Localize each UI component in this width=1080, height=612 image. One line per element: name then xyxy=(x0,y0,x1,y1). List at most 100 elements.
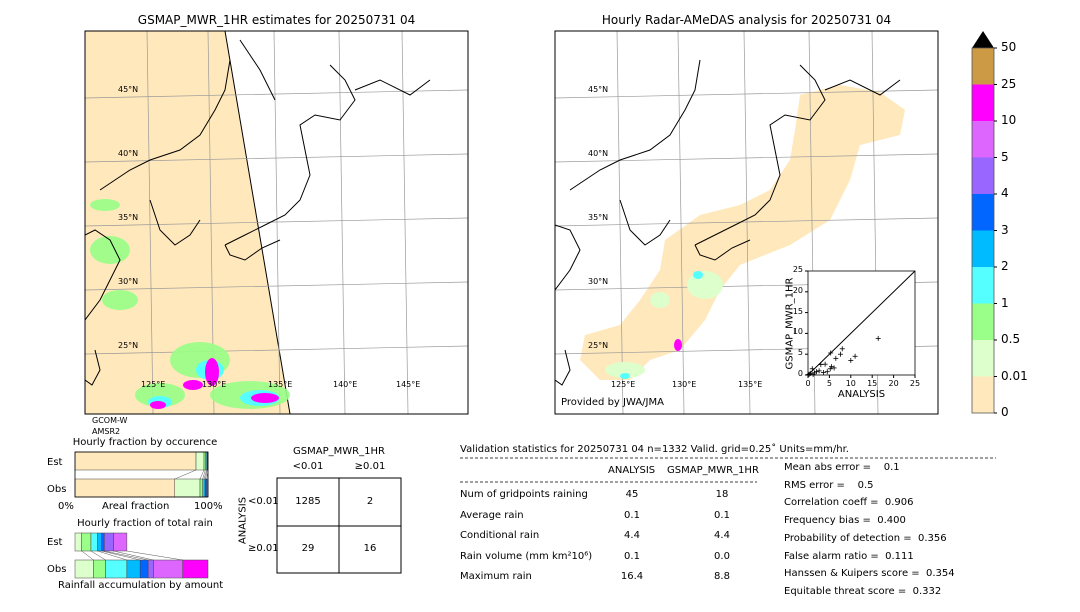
score-line: Mean abs error = 0.1 xyxy=(784,462,900,473)
diagonal-line xyxy=(807,270,916,376)
row-label-ge: ≥0.01 xyxy=(248,543,279,554)
scatter-ytick-label: 25 xyxy=(792,265,803,274)
lon-gridline xyxy=(743,31,751,414)
colorbar-segment xyxy=(972,194,994,231)
cell-01: 2 xyxy=(366,496,374,507)
lat-label: 40°N xyxy=(118,149,139,158)
lat-gridline xyxy=(85,281,468,291)
colorbar xyxy=(971,31,997,414)
scatter-point xyxy=(875,335,881,341)
right-map-frame xyxy=(554,30,939,415)
stats-gsmap-value: 0.0 xyxy=(714,550,730,562)
stats-gsmap-value: 0.1 xyxy=(714,509,730,521)
lon-label: 125°E xyxy=(611,380,636,389)
rain-bar-obs xyxy=(126,559,141,579)
stats-header: Validation statistics for 20250731 04 n=… xyxy=(460,444,849,455)
lon-gridline xyxy=(146,31,154,414)
stats-analysis-value: 0.1 xyxy=(624,509,640,521)
stats-analysis-value: 0.1 xyxy=(624,550,640,562)
score-line: Correlation coeff = 0.906 xyxy=(784,497,914,509)
lon-gridline xyxy=(616,31,624,414)
fraction-bars xyxy=(74,451,209,579)
lon-gridline xyxy=(273,31,281,414)
occurrence-bar-est xyxy=(195,451,205,471)
scatter-xtick-label: 25 xyxy=(909,379,921,388)
scatter-point xyxy=(833,355,839,361)
colorbar-segment xyxy=(972,376,994,413)
occ-est-label: Est xyxy=(47,457,63,468)
occurrence-bar-obs xyxy=(74,478,175,498)
colorbar-extend-arrow xyxy=(972,31,994,48)
rain-fraction-title: Hourly fraction of total rain xyxy=(77,518,213,529)
rain-bar-est xyxy=(81,532,92,552)
occurrence-bar-obs xyxy=(174,478,201,498)
scatter-point xyxy=(838,351,844,357)
occurrence-bar-obs xyxy=(199,478,203,498)
lon-label: 130°E xyxy=(202,380,227,389)
lat-label: 35°N xyxy=(118,213,139,222)
scatter-xtick-label: 20 xyxy=(888,379,899,388)
sensor-line2: AMSR2 xyxy=(92,427,121,436)
lat-gridline xyxy=(555,217,938,227)
rain-bar-obs xyxy=(182,559,209,579)
sensor-line1: GCOM-W xyxy=(92,416,128,425)
scatter-point xyxy=(818,362,824,368)
cell-10: 29 xyxy=(301,543,315,554)
rain-bar-obs xyxy=(139,559,149,579)
colorbar-segment xyxy=(972,303,994,340)
lat-gridline xyxy=(555,89,938,99)
swath-coverage xyxy=(85,31,290,414)
left-map-title: GSMAP_MWR_1HR estimates for 20250731 04 xyxy=(137,13,416,27)
scatter-point xyxy=(831,365,837,371)
stats-col-analysis: ANALYSIS xyxy=(608,465,656,476)
contingency-table xyxy=(276,477,402,574)
occ-xtick-left: 0% xyxy=(58,501,74,512)
row-label-lt: <0.01 xyxy=(248,496,279,507)
rain-bar-obs xyxy=(147,559,154,579)
lat-label: 30°N xyxy=(118,277,139,286)
colorbar-label: 1 xyxy=(1001,295,1009,310)
lat-label: 25°N xyxy=(118,341,139,350)
score-line: Frequency bias = 0.400 xyxy=(784,515,906,527)
colorbar-label: 2 xyxy=(1001,259,1009,273)
rain-bar-est xyxy=(97,532,102,552)
stats-analysis-value: 16.4 xyxy=(620,571,644,582)
stats-gsmap-value: 4.4 xyxy=(714,530,730,541)
scatter-point xyxy=(810,372,816,378)
score-line: Probability of detection = 0.356 xyxy=(784,532,947,544)
colorbar-label: 5 xyxy=(1001,149,1009,164)
lat-label: 35°N xyxy=(588,213,609,222)
lon-label: 145°E xyxy=(396,380,421,389)
lon-gridline xyxy=(338,31,346,414)
colorbar-segment xyxy=(972,121,994,158)
scatter-point xyxy=(805,372,811,378)
stats-gsmap-value: 8.8 xyxy=(714,571,730,582)
rain-bar-obs xyxy=(153,559,183,579)
lon-gridline xyxy=(401,31,409,414)
scatter-point xyxy=(828,350,834,356)
scatter-point xyxy=(827,366,833,372)
colorbar-label: 0 xyxy=(1001,405,1009,419)
stats-gsmap-value: 18 xyxy=(715,489,729,500)
scatter-point xyxy=(820,370,826,376)
occ-obs-label: Obs xyxy=(47,484,67,495)
colorbar-segment xyxy=(972,340,994,377)
right-map-title: Hourly Radar-AMeDAS analysis for 2025073… xyxy=(601,13,892,27)
rain-bar-est xyxy=(104,532,114,552)
contingency-col-title: GSMAP_MWR_1HR xyxy=(293,446,385,457)
lat-gridline xyxy=(85,345,468,355)
lat-gridline xyxy=(85,89,468,99)
stats-row-label: Average rain xyxy=(460,509,524,521)
colorbar-segment xyxy=(972,267,994,304)
colorbar-label: 3 xyxy=(1001,222,1009,237)
lon-label: 125°E xyxy=(141,380,166,389)
rain-est-label: Est xyxy=(47,537,63,548)
scatter-point xyxy=(839,346,845,352)
scatter-xlabel: ANALYSIS xyxy=(837,389,886,400)
scatter-point xyxy=(816,368,822,374)
scatter-point xyxy=(814,369,820,375)
scatter-point xyxy=(852,353,858,359)
stats-row-label: Rain volume (mm km²10⁶) xyxy=(460,550,593,562)
col-label-lt: <0.01 xyxy=(292,461,324,472)
